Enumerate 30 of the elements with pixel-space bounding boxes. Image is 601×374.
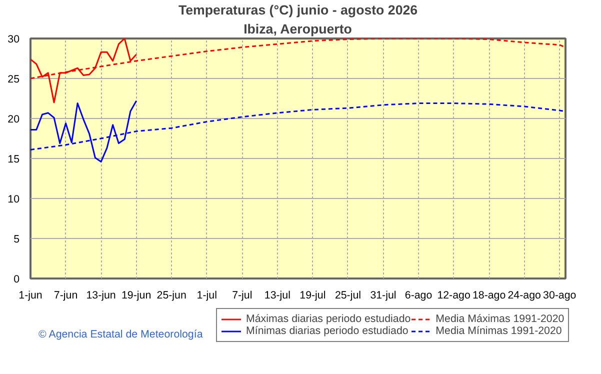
y-tick-label: 15 (8, 154, 20, 166)
y-tick-label: 5 (14, 234, 20, 246)
y-tick-label: 20 (8, 114, 20, 126)
x-tick-label: 24-ago (508, 290, 542, 302)
x-tick-label: 31-jul (370, 290, 396, 302)
legend-label: Media Mínimas 1991-2020 (436, 325, 562, 337)
chart-subtitle: Ibiza, Aeropuerto (244, 22, 352, 36)
x-tick-label: 19-jun (122, 290, 152, 302)
x-tick-label: 19-jul (300, 290, 326, 302)
legend-label: Mínimas diarias periodo estudiado (246, 325, 408, 337)
x-tick-label: 25-jul (334, 290, 362, 302)
x-tick-label: 30-ago (543, 290, 576, 302)
y-tick-label: 25 (8, 74, 20, 86)
y-tick-label: 0 (14, 274, 20, 286)
x-tick-label: 25-jun (156, 290, 186, 302)
text: © Agencia Estatal de Meteorología (38, 328, 203, 340)
x-tick-label: 1-jun (18, 290, 42, 302)
x-tick-label: 6-ago (404, 290, 432, 302)
x-tick-label: 13-jun (86, 290, 116, 302)
y-tick-label: 10 (8, 194, 20, 206)
legend-label: Máximas diarias periodo estudiado (246, 313, 411, 325)
x-tick-label: 13-jul (264, 290, 290, 302)
x-tick-label: 12-ago (437, 290, 470, 302)
legend-label: Media Máximas 1991-2020 (436, 313, 564, 325)
x-tick-label: 7-jul (232, 290, 252, 302)
chart-title: Temperaturas (°C) junio - agosto 2026 (178, 2, 418, 18)
x-tick-label: 18-ago (472, 290, 506, 302)
y-tick-label: 30 (8, 34, 20, 46)
x-tick-label: 1-jul (196, 290, 217, 302)
x-tick-label: 7-jun (54, 290, 78, 302)
